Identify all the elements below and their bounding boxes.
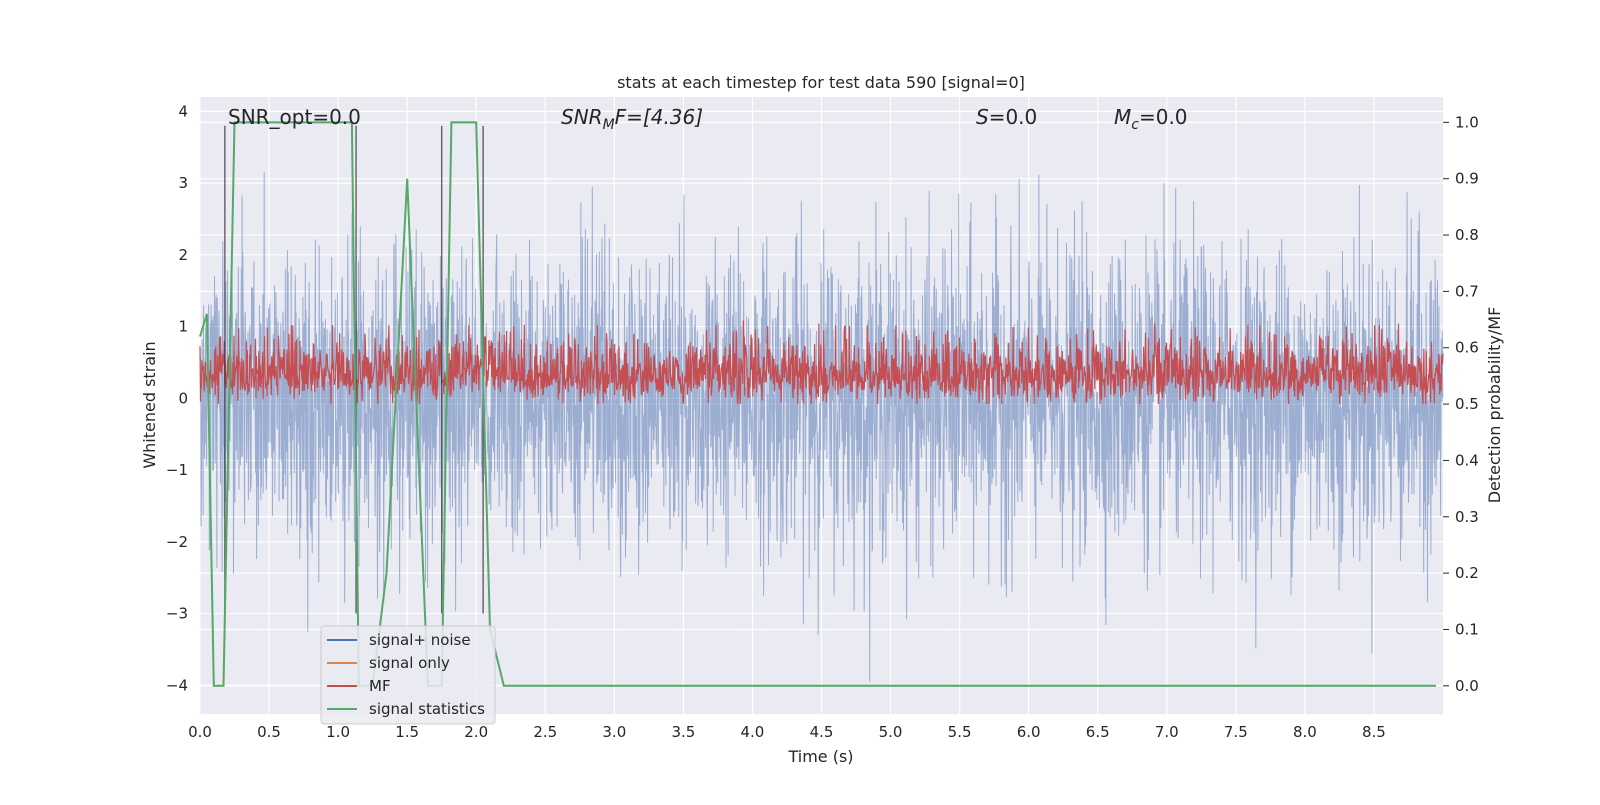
- mf-series: [199, 320, 1444, 405]
- legend-label-signal-statistics: signal statistics: [369, 700, 485, 718]
- right-y-tick-label: 0.1: [1455, 620, 1479, 638]
- x-tick-label: 7.5: [1224, 723, 1248, 741]
- x-tick-label: 5.0: [879, 723, 903, 741]
- y-tick-label: 4: [178, 102, 188, 120]
- x-tick-label: 4.0: [741, 723, 765, 741]
- x-tick-label: 6.0: [1017, 723, 1041, 741]
- y-tick-label: −4: [166, 676, 188, 694]
- y-tick-label: −2: [166, 533, 188, 551]
- right-y-axis-label: Detection probability/MF: [1485, 307, 1504, 504]
- legend-box: [320, 625, 496, 725]
- right-y-tick-label: 0.6: [1455, 339, 1479, 357]
- y-tick-label: −1: [166, 461, 188, 479]
- right-y-tick-label: 0.5: [1455, 395, 1479, 413]
- mc-sub: c: [1131, 117, 1139, 133]
- snr-mf-annotation: SNRMF=[4.36]: [561, 105, 703, 133]
- right-y-tick-label: 0.2: [1455, 564, 1479, 582]
- s-italic: S: [976, 105, 989, 129]
- x-tick-label: 0.0: [188, 723, 212, 741]
- x-tick-label: 5.5: [948, 723, 972, 741]
- legend-label-signal-noise: signal+ noise: [369, 631, 471, 649]
- x-tick-label: 6.5: [1086, 723, 1110, 741]
- x-tick-label: 8.5: [1362, 723, 1386, 741]
- y-axis-label: Whitened strain: [140, 341, 159, 468]
- x-axis-label: Time (s): [787, 747, 853, 766]
- mc-italic: M: [1114, 105, 1131, 129]
- right-y-tick-label: 0.0: [1455, 677, 1479, 695]
- mc-value: =0.0: [1139, 105, 1188, 129]
- right-y-tick-label: 0.9: [1455, 170, 1479, 188]
- mf-line: [199, 320, 1444, 405]
- chart-title: stats at each timestep for test data 590…: [617, 73, 1025, 92]
- legend-label-mf: MF: [369, 677, 391, 695]
- legend-label-signal-only: signal only: [369, 654, 450, 672]
- right-y-tick-label: 0.4: [1455, 451, 1479, 469]
- legend: signal+ noise signal only MF signal stat…: [320, 625, 496, 725]
- x-tick-label: 3.5: [671, 723, 695, 741]
- y-tick-label: 1: [178, 318, 188, 336]
- x-tick-label: 1.0: [326, 723, 350, 741]
- snr-mf-prefix: SNR: [561, 105, 603, 129]
- snr-mf-suffix: F=[4.36]: [615, 105, 703, 129]
- x-tick-label: 7.0: [1155, 723, 1179, 741]
- x-tick-label: 4.5: [810, 723, 834, 741]
- mc-annotation: Mc=0.0: [1114, 105, 1188, 133]
- y-tick-label: −3: [166, 605, 188, 623]
- snr-opt-annotation: SNR_opt=0.0: [228, 105, 361, 129]
- y-tick-label: 3: [178, 174, 188, 192]
- s-value: =0.0: [989, 105, 1038, 129]
- right-y-tick-label: 0.7: [1455, 282, 1479, 300]
- y-tick-label: 0: [178, 389, 188, 407]
- y-axis-ticks: 4 3 2 1 0 −1 −2 −3 −4: [166, 102, 188, 694]
- x-tick-label: 2.0: [464, 723, 488, 741]
- s-annotation: S=0.0: [976, 105, 1037, 129]
- right-y-tick-label: 0.8: [1455, 226, 1479, 244]
- snr-mf-sub: M: [603, 117, 615, 133]
- right-y-tick-label: 0.3: [1455, 508, 1479, 526]
- right-y-axis-ticks: 1.0 0.9 0.8 0.7 0.6 0.5 0.4 0.3 0.2 0.1 0.0: [1443, 113, 1479, 695]
- signal-noise-line: [199, 171, 1444, 682]
- x-tick-label: 0.5: [257, 723, 281, 741]
- x-tick-label: 3.0: [602, 723, 626, 741]
- y-tick-label: 2: [178, 246, 188, 264]
- signal-noise-series: [199, 171, 1444, 682]
- x-tick-label: 8.0: [1293, 723, 1317, 741]
- right-y-tick-label: 1.0: [1455, 113, 1479, 131]
- x-tick-label: 2.5: [533, 723, 557, 741]
- x-axis-ticks: 0.0 0.5 1.0 1.5 2.0 2.5 3.0 3.5 4.0 4.5 5.0 5.5 6.0 6…: [188, 723, 1386, 741]
- x-tick-label: 1.5: [395, 723, 419, 741]
